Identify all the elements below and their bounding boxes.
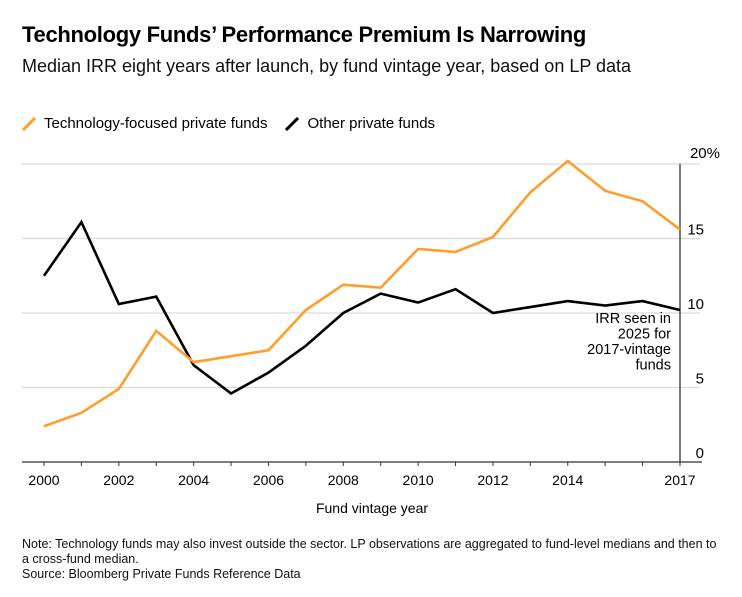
legend: Technology-focused private funds Other p… [22, 115, 435, 132]
source-text: Source: Bloomberg Private Funds Referenc… [22, 567, 301, 581]
legend-item-tech: Technology-focused private funds [22, 115, 267, 132]
x-tick-label: 2002 [103, 472, 134, 488]
annotation-text: 2025 for [618, 327, 671, 343]
legend-label-other: Other private funds [307, 115, 436, 132]
annotation-text: funds [636, 358, 671, 374]
note-text: Note: Technology funds may also invest o… [22, 537, 717, 566]
legend-item-other: Other private funds [285, 115, 435, 132]
series-line-tech [43, 159, 681, 428]
x-tick-label: 2006 [253, 472, 284, 488]
legend-swatch-other [285, 116, 300, 131]
chart-title: Technology Funds’ Performance Premium Is… [22, 22, 587, 47]
annotation-text: 2017-vintage [587, 342, 671, 358]
x-tick-label: 2012 [477, 472, 508, 488]
annotation-text: IRR seen in [595, 311, 671, 327]
x-axis-label: Fund vintage year [316, 500, 428, 516]
y-tick-label: 5 [696, 371, 704, 388]
x-tick-label: 2008 [328, 472, 359, 488]
y-tick-label: 0 [696, 445, 704, 462]
legend-swatch-tech [22, 116, 36, 131]
x-tick-label: 2014 [552, 472, 583, 488]
x-tick-label: 2004 [178, 472, 209, 488]
x-tick-label: 2010 [403, 472, 434, 488]
y-tick-label: 20% [690, 145, 720, 162]
y-tick-label: 15 [687, 222, 704, 239]
chart-subtitle: Median IRR eight years after launch, by … [22, 56, 632, 76]
chart-note: Note: Technology funds may also invest o… [22, 537, 722, 582]
y-tick-label: 10 [687, 296, 704, 313]
series-line-other [42, 219, 681, 396]
legend-label-tech: Technology-focused private funds [44, 115, 268, 132]
x-tick-label: 2000 [28, 472, 59, 488]
x-tick-label: 2017 [664, 472, 695, 488]
